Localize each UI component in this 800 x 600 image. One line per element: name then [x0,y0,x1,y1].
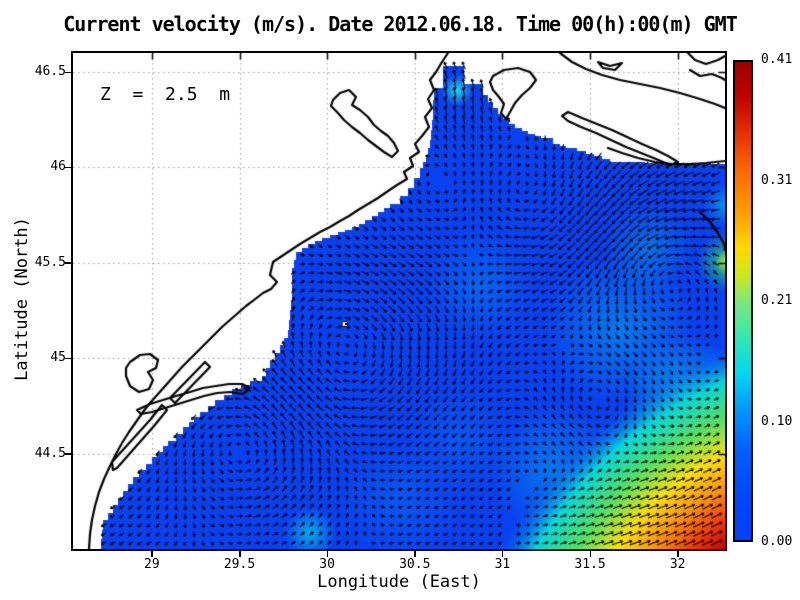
x-tick-label: 31 [494,557,511,572]
x-tick-label: 29 [144,557,160,572]
y-tick-mark [65,453,71,455]
colorbar [733,60,753,542]
x-tick-label: 32 [669,557,686,572]
y-tick-mark [65,166,71,169]
velocity-field-canvas [73,53,725,549]
x-tick-label: 29.5 [223,557,256,572]
y-tick-mark [65,262,71,264]
x-tick-mark [151,551,153,557]
y-tick-label: 44.5 [34,445,66,461]
x-tick-mark [239,551,241,557]
colorbar-tick-label: 0.41 [761,52,793,67]
x-tick-mark [589,551,592,557]
y-tick-label: 46 [50,159,66,175]
colorbar-tick-label: 0.31 [761,172,793,188]
colorbar-tick-label: 0.10 [761,413,793,429]
x-tick-mark [414,551,416,557]
x-tick-mark [326,551,329,557]
x-axis-label: Longitude (East) [317,572,481,592]
x-tick-mark [501,551,504,557]
colorbar-tick-label: 0.21 [761,293,793,308]
depth-annotation: Z = 2.5 m [100,84,231,105]
chart-title: Current velocity (m/s). Date 2012.06.18.… [63,12,738,36]
y-tick-label: 45 [50,350,66,366]
y-tick-mark [65,357,71,360]
x-tick-label: 31.5 [574,557,606,572]
y-tick-label: 46.5 [34,64,66,80]
x-tick-label: 30 [319,557,335,572]
colorbar-tick-label: 0.00 [761,534,793,549]
y-tick-label: 45.5 [34,254,66,270]
y-tick-mark [65,71,71,74]
x-tick-label: 30.5 [399,557,431,572]
plot-area [71,51,727,551]
x-tick-mark [677,551,679,557]
